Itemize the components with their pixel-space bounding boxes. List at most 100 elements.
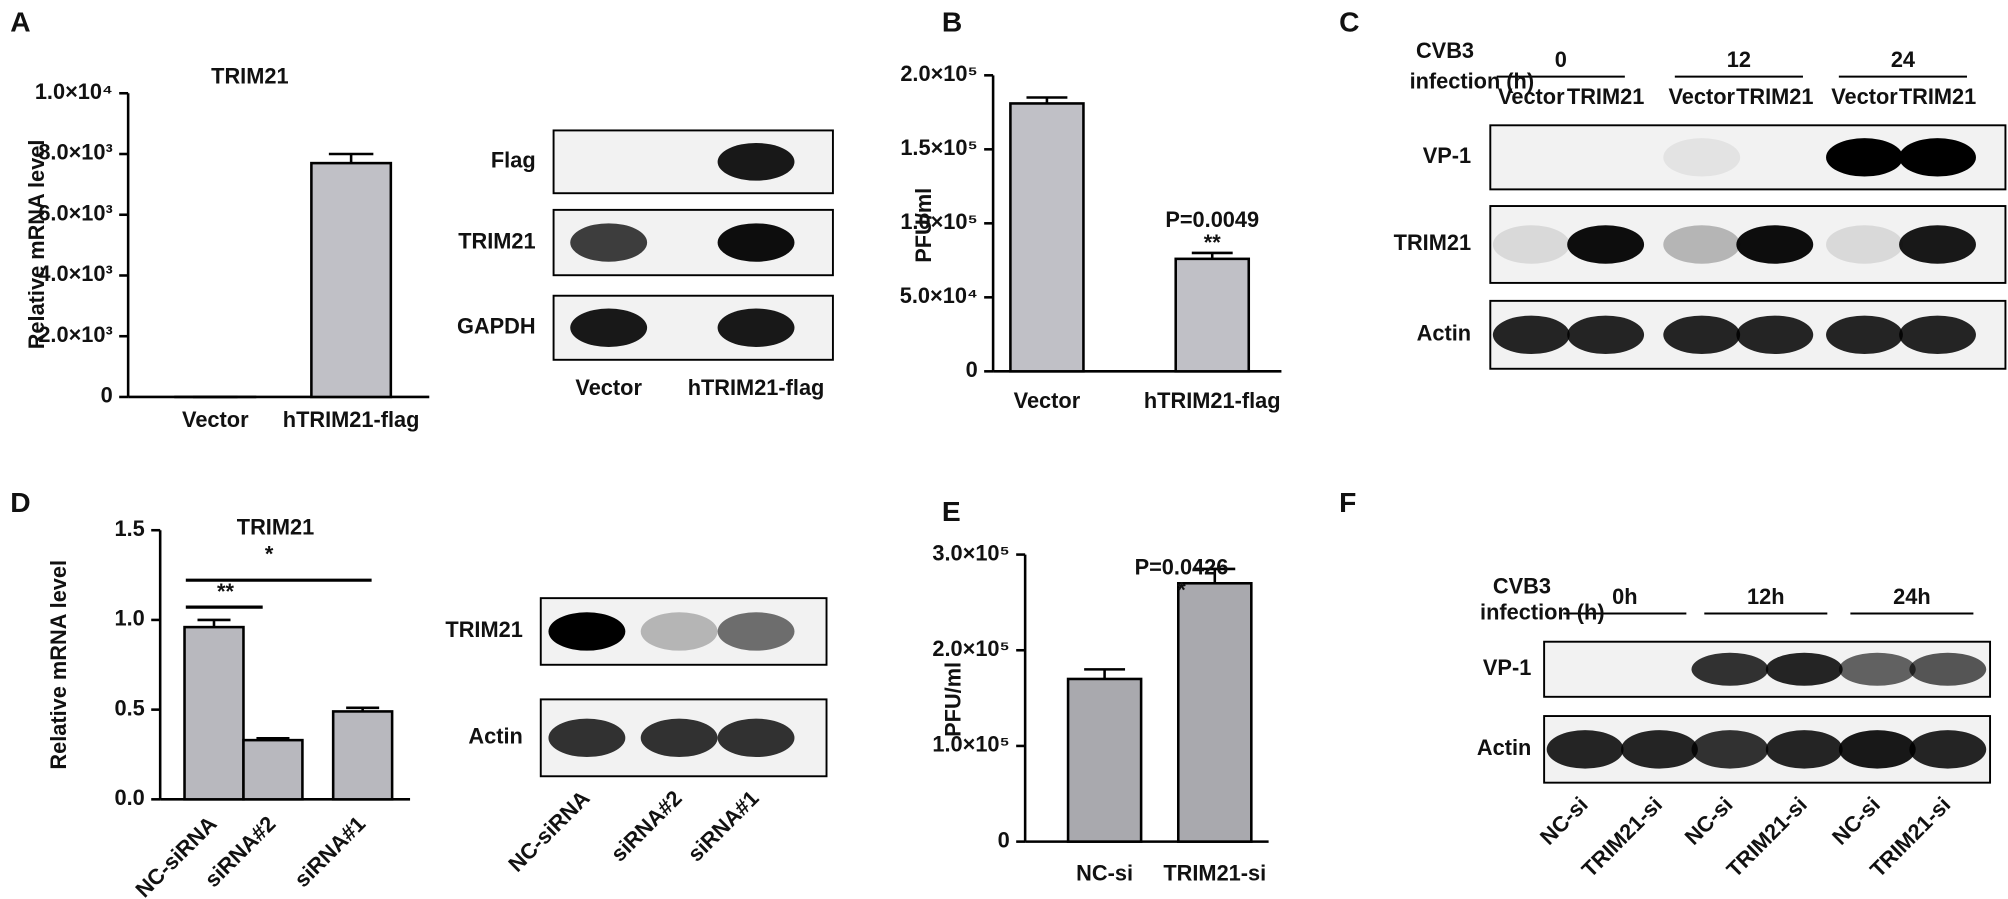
y-tick-label: 1.0 bbox=[115, 606, 145, 631]
blot-row-label: GAPDH bbox=[457, 314, 536, 339]
blot-row-label: Actin bbox=[1477, 735, 1531, 760]
blot-band bbox=[548, 718, 626, 758]
blot-band bbox=[717, 142, 795, 181]
blot-group-label: 24h bbox=[1893, 584, 1931, 609]
y-axis-label: Relative mRNA level bbox=[46, 560, 71, 770]
blot-band bbox=[1826, 315, 1903, 355]
blot-lane-label: NC-si bbox=[1535, 792, 1593, 850]
panel-letter: C bbox=[1339, 6, 1359, 38]
blot-lane-label: siRNA#2 bbox=[606, 785, 687, 866]
x-tick-label: NC-siRNA bbox=[130, 811, 221, 899]
chart-title: TRIM21 bbox=[211, 64, 288, 89]
y-axis-label: PFU/ml bbox=[940, 662, 965, 737]
blot-band bbox=[1621, 730, 1698, 769]
y-tick-label: 1.5×10⁵ bbox=[900, 135, 977, 160]
y-tick-label: 2.0×10⁵ bbox=[900, 61, 977, 86]
bar bbox=[1066, 677, 1143, 843]
blot-row-label: VP-1 bbox=[1423, 143, 1471, 168]
x-tick-label: Vector bbox=[1014, 388, 1081, 413]
blot-band bbox=[1736, 315, 1814, 355]
error-bar bbox=[197, 618, 231, 628]
blot-band bbox=[640, 718, 718, 758]
bar bbox=[242, 738, 304, 801]
x-tick-label: TRIM21-si bbox=[1163, 861, 1266, 886]
annotation: ** bbox=[217, 579, 234, 604]
blot-band bbox=[1492, 225, 1570, 264]
blot-band bbox=[1492, 315, 1570, 355]
blot-lane-label: Vector bbox=[1668, 84, 1735, 109]
blot-row-label: TRIM21 bbox=[458, 228, 535, 253]
bar bbox=[1009, 102, 1085, 373]
blot-band bbox=[1691, 730, 1769, 769]
error-bar bbox=[1191, 251, 1233, 259]
y-tick-label: 5.0×10⁴ bbox=[900, 283, 978, 308]
y-tick-label: 1.5 bbox=[115, 516, 145, 541]
error-bar bbox=[346, 706, 380, 712]
blot-lane-label: hTRIM21-flag bbox=[688, 375, 825, 400]
blot-lane-label: Vector bbox=[1831, 84, 1898, 109]
blot-band bbox=[1899, 138, 1976, 177]
blot-band bbox=[548, 612, 626, 651]
blot-group-title: infection (h) bbox=[1410, 69, 1535, 94]
blot-band bbox=[1826, 138, 1903, 177]
x-tick-label: NC-si bbox=[1076, 861, 1133, 886]
annotation: * bbox=[265, 542, 274, 567]
blot-band bbox=[1899, 225, 1976, 264]
blot-group-label: 12 bbox=[1727, 47, 1751, 72]
blot-lane-label: NC-si bbox=[1827, 792, 1885, 850]
blot-row-label: VP-1 bbox=[1483, 655, 1531, 680]
blot-band bbox=[1838, 652, 1916, 686]
blot-lane-label: siRNA#1 bbox=[683, 785, 764, 866]
y-tick-label: 1.0×10⁴ bbox=[35, 79, 113, 104]
blot-band bbox=[1546, 730, 1624, 769]
blot-band bbox=[570, 223, 648, 262]
x-tick-label: Vector bbox=[182, 407, 249, 432]
blot-band bbox=[717, 612, 795, 651]
blot-row-label: TRIM21 bbox=[445, 617, 522, 642]
y-tick-label: 0 bbox=[101, 383, 113, 408]
blot-band bbox=[640, 612, 718, 651]
blot-group-label: 0h bbox=[1612, 584, 1637, 609]
x-tick-label: hTRIM21-flag bbox=[283, 407, 420, 432]
blot-group-title: infection (h) bbox=[1480, 599, 1605, 624]
blot-row-label: Flag bbox=[491, 148, 536, 173]
blot-band bbox=[1663, 138, 1741, 177]
blot-group-title: CVB3 bbox=[1493, 574, 1551, 599]
error-bar bbox=[256, 737, 290, 741]
blot-band bbox=[717, 718, 795, 758]
blot-band bbox=[570, 308, 648, 347]
blot-group-label: 12h bbox=[1747, 584, 1785, 609]
annotation: P=0.0426 bbox=[1135, 554, 1229, 579]
error-bar bbox=[1194, 567, 1236, 584]
blot-band bbox=[1691, 652, 1769, 686]
bar bbox=[1174, 257, 1251, 373]
bar bbox=[310, 161, 393, 399]
blot-band bbox=[1736, 225, 1814, 264]
blot-lane-label: TRIM21 bbox=[1567, 84, 1644, 109]
x-tick-label: siRNA#1 bbox=[289, 811, 370, 892]
blot-band bbox=[1567, 315, 1645, 355]
y-tick-label: 2.0×10⁵ bbox=[932, 636, 1009, 661]
y-tick-label: 4.0×10³ bbox=[38, 261, 112, 286]
error-bar bbox=[328, 152, 374, 164]
bar bbox=[331, 710, 394, 801]
y-tick-label: 8.0×10³ bbox=[38, 140, 112, 165]
blot-group-title: CVB3 bbox=[1416, 38, 1474, 63]
bar bbox=[183, 625, 245, 801]
blot-band bbox=[1765, 730, 1843, 769]
panel-letter: B bbox=[942, 6, 962, 38]
chart-title: TRIM21 bbox=[237, 515, 314, 540]
annotation: * bbox=[1177, 577, 1186, 602]
blot-band bbox=[1838, 730, 1916, 769]
panel-letter: F bbox=[1339, 486, 1356, 518]
blot-lane-label: NC-si bbox=[1680, 792, 1738, 850]
panel-letter: A bbox=[10, 6, 30, 38]
blot-band bbox=[1765, 652, 1843, 686]
blot-row-label: Actin bbox=[468, 724, 522, 749]
y-tick-label: 1.0×10⁵ bbox=[900, 209, 977, 234]
blot-lane-label: TRIM21 bbox=[1736, 84, 1813, 109]
y-tick-label: 0 bbox=[966, 357, 978, 382]
blot-band bbox=[1909, 730, 1987, 769]
y-axis-label: Relative mRNA level bbox=[24, 140, 49, 350]
